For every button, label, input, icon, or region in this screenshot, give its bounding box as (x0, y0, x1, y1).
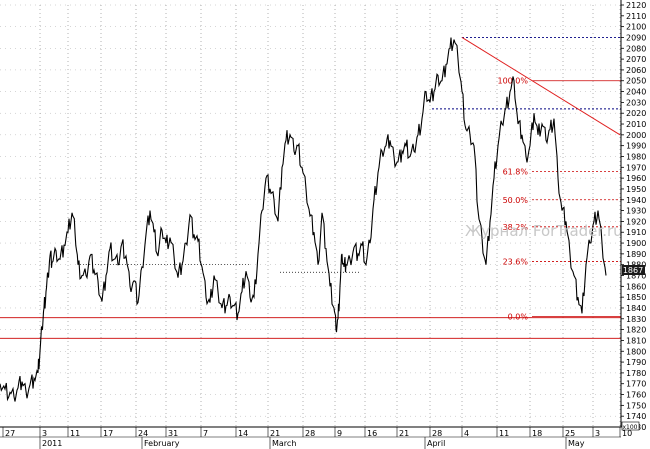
y-tick-label: 1790 (626, 358, 646, 367)
fib-level-label: 0.0% (508, 313, 529, 322)
x-tick-label: 16 (367, 429, 377, 438)
y-tick-label: 1800 (626, 347, 646, 356)
fib-level-label: 38.2% (503, 223, 529, 232)
y-tick-label: 1830 (626, 315, 646, 324)
y-tick-label: 2050 (626, 77, 646, 86)
y-tick-label: 1740 (626, 412, 646, 421)
scale-box (621, 421, 640, 431)
month-label: 2011 (42, 439, 62, 448)
x-tick-label: 24 (138, 429, 148, 438)
y-tick-label: 1960 (626, 174, 646, 183)
month-label: April (427, 439, 445, 448)
fib-level-label: 23.6% (503, 257, 529, 266)
y-tick-label: 2040 (626, 88, 646, 97)
last-price-label: 1867 (623, 266, 643, 275)
y-tick-label: 1870 (626, 272, 646, 281)
x-tick-label: 9 (337, 429, 342, 438)
scale-label: x100 (622, 424, 637, 431)
y-tick-label: 2030 (626, 98, 646, 107)
price-line (0, 37, 607, 402)
month-label: February (144, 439, 180, 448)
y-tick-label: 1970 (626, 163, 646, 172)
x-tick-label: 14 (238, 429, 248, 438)
y-tick-label: 2090 (626, 33, 646, 42)
y-tick-label: 2060 (626, 66, 646, 75)
x-tick-label: 3 (595, 429, 600, 438)
horizontal-lines (0, 37, 621, 339)
y-tick-label: 2080 (626, 44, 646, 53)
x-tick-label: 17 (103, 429, 113, 438)
y-tick-label: 1950 (626, 185, 646, 194)
y-tick-label: 1890 (626, 250, 646, 259)
fib-level-label: 50.0% (503, 196, 529, 205)
y-tick-label: 1770 (626, 380, 646, 389)
month-label: May (568, 439, 585, 448)
y-tick-label: 1910 (626, 228, 646, 237)
y-tick-label: 2020 (626, 109, 646, 118)
y-tick-label: 2120 (626, 1, 646, 10)
y-tick-label: 1850 (626, 293, 646, 302)
y-tick-label: 2100 (626, 23, 646, 32)
y-tick-label: 1780 (626, 369, 646, 378)
y-tick-label: 2000 (626, 131, 646, 140)
x-tick-label: 7 (203, 429, 208, 438)
x-tick-label: 4 (464, 429, 469, 438)
y-tick-label: 1980 (626, 152, 646, 161)
x-tick-label: 28 (432, 429, 442, 438)
y-tick-label: 2070 (626, 55, 646, 64)
x-tick-label: 3 (42, 429, 47, 438)
watermark: Журнал ForTrader.ru (465, 222, 623, 240)
y-tick-label: 1820 (626, 326, 646, 335)
grid (0, 4, 621, 427)
x-tick-label: 21 (270, 429, 280, 438)
y-tick-label: 1840 (626, 304, 646, 313)
x-tick-label: 27 (5, 429, 15, 438)
y-tick-label: 1920 (626, 217, 646, 226)
x-tick-label: 21 (399, 429, 409, 438)
x-tick-label: 31 (168, 429, 178, 438)
trendline (461, 37, 621, 136)
y-tick-label: 1750 (626, 401, 646, 410)
y-tick-label: 1940 (626, 196, 646, 205)
y-tick-label: 1990 (626, 142, 646, 151)
x-tick-label: 11 (70, 429, 80, 438)
y-tick-label: 1930 (626, 207, 646, 216)
x-tick-label: 11 (499, 429, 509, 438)
x-tick-label: 18 (532, 429, 542, 438)
x-tick-label: 28 (305, 429, 315, 438)
fib-level-label: 100.0% (497, 77, 528, 86)
last-price-badge (622, 265, 645, 275)
y-tick-label: 1900 (626, 239, 646, 248)
x-tick-label: 10 (622, 429, 632, 438)
y-tick-label: 1760 (626, 391, 646, 400)
x-tick-label: 25 (565, 429, 575, 438)
fib-level-label: 61.8% (503, 168, 529, 177)
y-tick-label: 2010 (626, 120, 646, 129)
fibonacci-levels: 100.0% 61.8% 50.0% 38.2% 23.6% 0.0% (497, 77, 621, 322)
y-tick-label: 2110 (626, 12, 646, 21)
month-label: March (272, 439, 296, 448)
y-tick-label: 1810 (626, 336, 646, 345)
y-tick-label: 1860 (626, 282, 646, 291)
